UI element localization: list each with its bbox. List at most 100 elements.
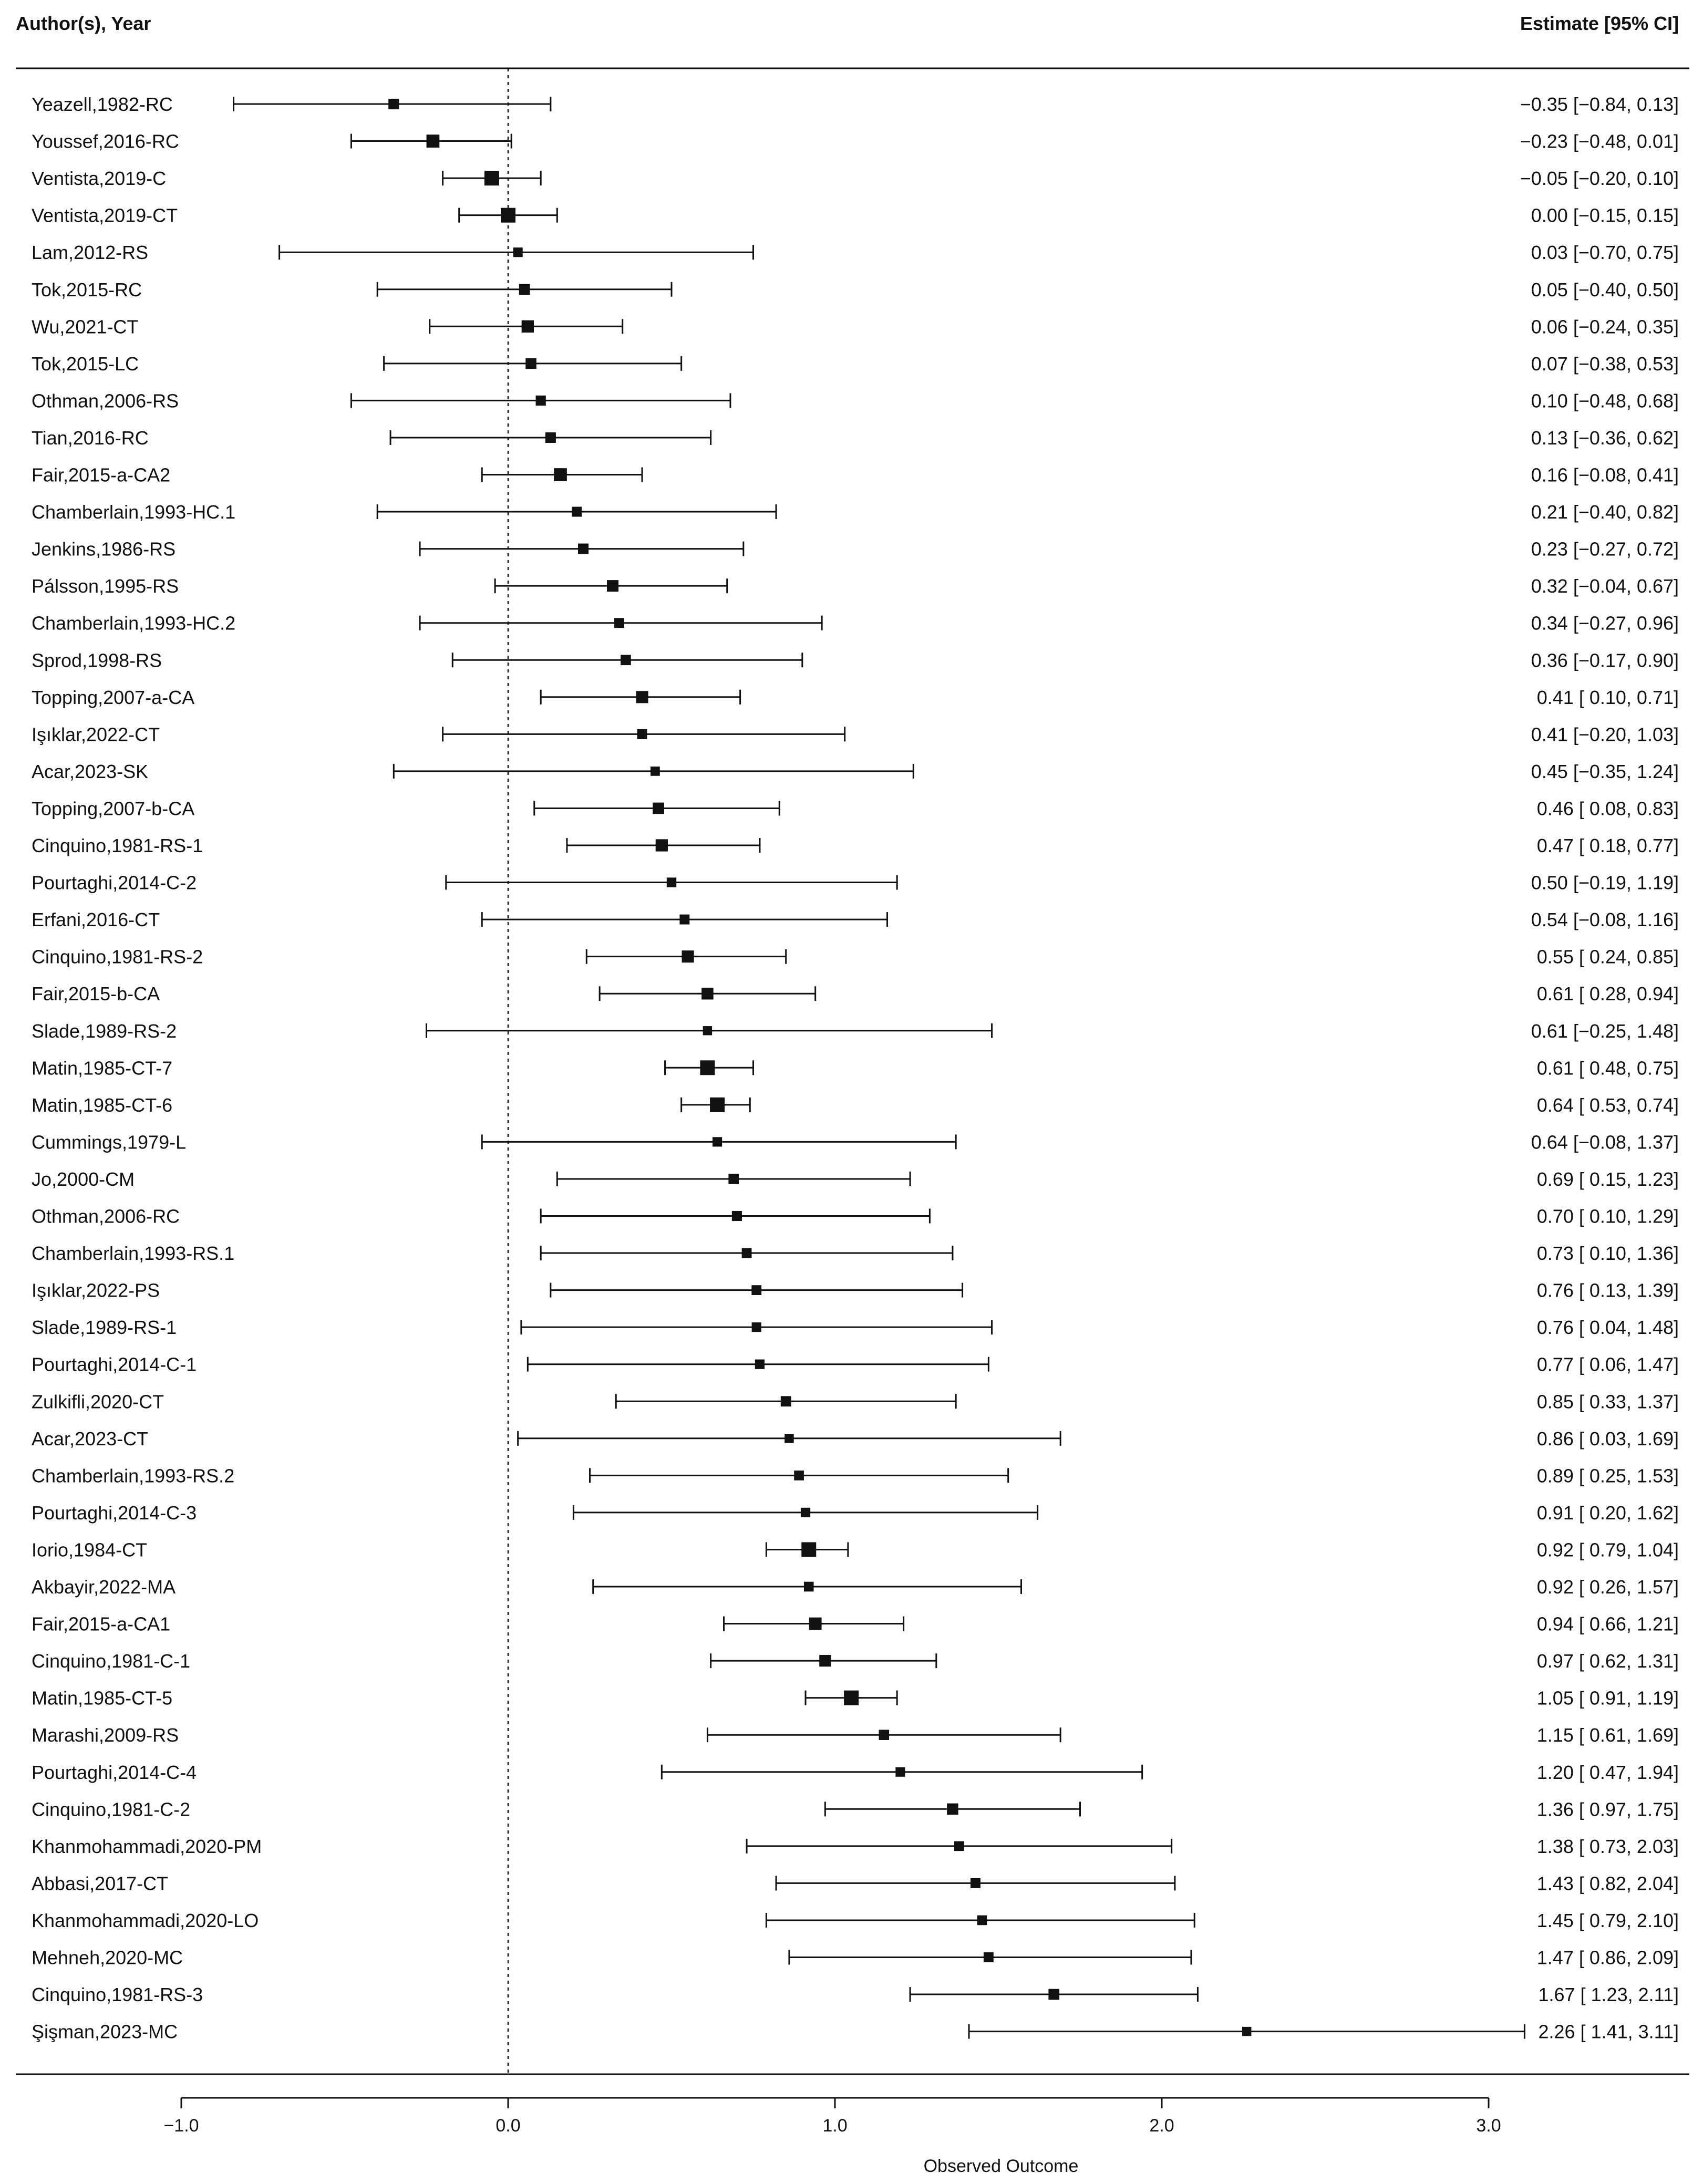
study-row: Ventista,2019-CT 0.00 [−0.15, 0.15]	[32, 205, 1679, 226]
study-row: Ventista,2019-C −0.05 [−0.20, 0.10]	[32, 168, 1679, 189]
study-row: Lam,2012-RS 0.03 [−0.70, 0.75]	[32, 242, 1679, 263]
study-row: Tok,2015-RC 0.05 [−0.40, 0.50]	[32, 279, 1679, 301]
header-authors: Author(s), Year	[16, 13, 151, 34]
study-estimate-text: 0.36 [−0.17, 0.90]	[1531, 649, 1679, 671]
study-row: Mehneh,2020-MC 1.47 [ 0.86, 2.09]	[32, 1947, 1679, 1969]
study-label: Cinquino,1981-C-2	[32, 1798, 190, 1820]
point-estimate	[521, 320, 534, 333]
study-estimate-text: 1.43 [ 0.82, 2.04]	[1537, 1872, 1679, 1894]
study-row: Chamberlain,1993-RS.2 0.89 [ 0.25, 1.53]	[32, 1465, 1679, 1486]
study-row: Cinquino,1981-C-2 1.36 [ 0.97, 1.75]	[32, 1798, 1679, 1820]
study-estimate-text: 0.70 [ 0.10, 1.29]	[1537, 1206, 1679, 1227]
x-axis-title: Observed Outcome	[924, 2156, 1079, 2176]
study-label: Acar,2023-SK	[32, 761, 148, 782]
study-estimate-text: 1.47 [ 0.86, 2.09]	[1537, 1947, 1679, 1969]
study-estimate-text: 0.92 [ 0.79, 1.04]	[1537, 1539, 1679, 1560]
study-row: Chamberlain,1993-HC.1 0.21 [−0.40, 0.82]	[32, 501, 1679, 523]
study-estimate-text: 0.61 [−0.25, 1.48]	[1531, 1020, 1679, 1042]
point-estimate	[970, 1878, 980, 1888]
point-estimate	[751, 1322, 761, 1332]
study-label: Sprod,1998-RS	[32, 649, 162, 671]
header-estimate: Estimate [95% CI]	[1520, 13, 1679, 34]
point-estimate	[755, 1359, 765, 1369]
point-estimate	[545, 432, 556, 443]
point-estimate	[947, 1803, 958, 1815]
point-estimate	[710, 1097, 725, 1112]
point-estimate	[701, 987, 714, 1000]
study-label: Işıklar,2022-CT	[32, 723, 160, 745]
point-estimate	[666, 877, 677, 887]
point-estimate	[785, 1434, 794, 1443]
study-estimate-text: 0.89 [ 0.25, 1.53]	[1537, 1465, 1679, 1486]
study-label: Cummings,1979-L	[32, 1131, 186, 1153]
study-row: Fair,2015-a-CA2 0.16 [−0.08, 0.41]	[32, 464, 1679, 486]
study-estimate-text: 0.91 [ 0.20, 1.62]	[1537, 1502, 1679, 1524]
study-estimate-text: 1.20 [ 0.47, 1.94]	[1537, 1762, 1679, 1783]
point-estimate	[803, 1581, 814, 1592]
point-estimate	[954, 1841, 964, 1851]
point-estimate	[651, 767, 660, 776]
study-label: Wu,2021-CT	[32, 316, 138, 337]
study-estimate-text: 0.46 [ 0.08, 0.83]	[1537, 798, 1679, 819]
study-label: Acar,2023-CT	[32, 1428, 148, 1450]
study-row: Khanmohammadi,2020-PM 1.38 [ 0.73, 2.03]	[32, 1836, 1679, 1857]
study-label: Lam,2012-RS	[32, 242, 148, 263]
study-label: Fair,2015-a-CA2	[32, 464, 170, 486]
study-row: Cinquino,1981-RS-1 0.47 [ 0.18, 0.77]	[32, 835, 1679, 856]
study-label: Chamberlain,1993-RS.1	[32, 1243, 234, 1264]
study-label: Matin,1985-CT-6	[32, 1094, 172, 1116]
study-row: Sprod,1998-RS 0.36 [−0.17, 0.90]	[32, 649, 1679, 671]
study-row: Slade,1989-RS-2 0.61 [−0.25, 1.48]	[32, 1020, 1679, 1042]
study-row: Youssef,2016-RC −0.23 [−0.48, 0.01]	[32, 131, 1679, 152]
study-label: Chamberlain,1993-RS.2	[32, 1465, 234, 1486]
study-estimate-text: 0.61 [ 0.48, 0.75]	[1537, 1057, 1679, 1079]
study-estimate-text: 1.45 [ 0.79, 2.10]	[1537, 1910, 1679, 1931]
study-label: Jo,2000-CM	[32, 1168, 135, 1190]
study-estimate-text: 0.94 [ 0.66, 1.21]	[1537, 1613, 1679, 1635]
study-row: Acar,2023-CT 0.86 [ 0.03, 1.69]	[32, 1428, 1679, 1450]
study-row: Işıklar,2022-CT 0.41 [−0.20, 1.03]	[32, 723, 1679, 745]
study-row: Cinquino,1981-RS-2 0.55 [ 0.24, 0.85]	[32, 946, 1679, 968]
point-estimate	[977, 1915, 987, 1926]
study-label: Pourtaghi,2014-C-3	[32, 1502, 197, 1524]
point-estimate	[513, 247, 523, 257]
point-estimate	[1048, 1989, 1060, 2000]
study-label: Matin,1985-CT-7	[32, 1057, 172, 1079]
study-estimate-text: 0.10 [−0.48, 0.68]	[1531, 390, 1679, 411]
study-label: Tok,2015-LC	[32, 353, 139, 375]
study-estimate-text: 0.73 [ 0.10, 1.36]	[1537, 1243, 1679, 1264]
study-row: Marashi,2009-RS 1.15 [ 0.61, 1.69]	[32, 1724, 1679, 1746]
study-estimate-text: 0.85 [ 0.33, 1.37]	[1537, 1391, 1679, 1412]
study-estimate-text: 0.50 [−0.19, 1.19]	[1531, 872, 1679, 894]
study-estimate-text: 0.76 [ 0.13, 1.39]	[1537, 1280, 1679, 1301]
point-estimate	[741, 1248, 752, 1258]
study-estimate-text: 1.15 [ 0.61, 1.69]	[1537, 1724, 1679, 1746]
study-row: Jenkins,1986-RS 0.23 [−0.27, 0.72]	[32, 539, 1679, 560]
study-label: Pourtaghi,2014-C-1	[32, 1354, 197, 1375]
point-estimate	[653, 802, 664, 814]
point-estimate	[614, 618, 624, 628]
study-label: Pourtaghi,2014-C-2	[32, 872, 197, 894]
study-row: Othman,2006-RC 0.70 [ 0.10, 1.29]	[32, 1206, 1679, 1227]
x-tick-label: −1.0	[163, 2116, 199, 2136]
study-estimate-text: 0.03 [−0.70, 0.75]	[1531, 242, 1679, 263]
study-estimate-text: 0.55 [ 0.24, 0.85]	[1537, 946, 1679, 968]
study-label: Slade,1989-RS-1	[32, 1317, 177, 1338]
study-row: Yeazell,1982-RC −0.35 [−0.84, 0.13]	[32, 94, 1679, 115]
study-estimate-text: −0.35 [−0.84, 0.13]	[1520, 94, 1679, 115]
point-estimate	[519, 284, 530, 295]
study-label: Topping,2007-b-CA	[32, 798, 194, 819]
study-label: Othman,2006-RC	[32, 1206, 180, 1227]
study-row: Tok,2015-LC 0.07 [−0.38, 0.53]	[32, 353, 1679, 375]
study-label: Akbayir,2022-MA	[32, 1576, 176, 1598]
study-estimate-text: 0.77 [ 0.06, 1.47]	[1537, 1354, 1679, 1375]
x-tick-label: 2.0	[1149, 2116, 1174, 2136]
point-estimate	[388, 98, 399, 110]
point-estimate	[819, 1654, 831, 1667]
study-estimate-text: 0.41 [−0.20, 1.03]	[1531, 723, 1679, 745]
study-estimate-text: 0.13 [−0.36, 0.62]	[1531, 427, 1679, 449]
point-estimate	[800, 1507, 811, 1518]
study-row: Abbasi,2017-CT 1.43 [ 0.82, 2.04]	[32, 1872, 1679, 1894]
study-estimate-text: 0.61 [ 0.28, 0.94]	[1537, 983, 1679, 1005]
point-estimate	[751, 1285, 762, 1295]
